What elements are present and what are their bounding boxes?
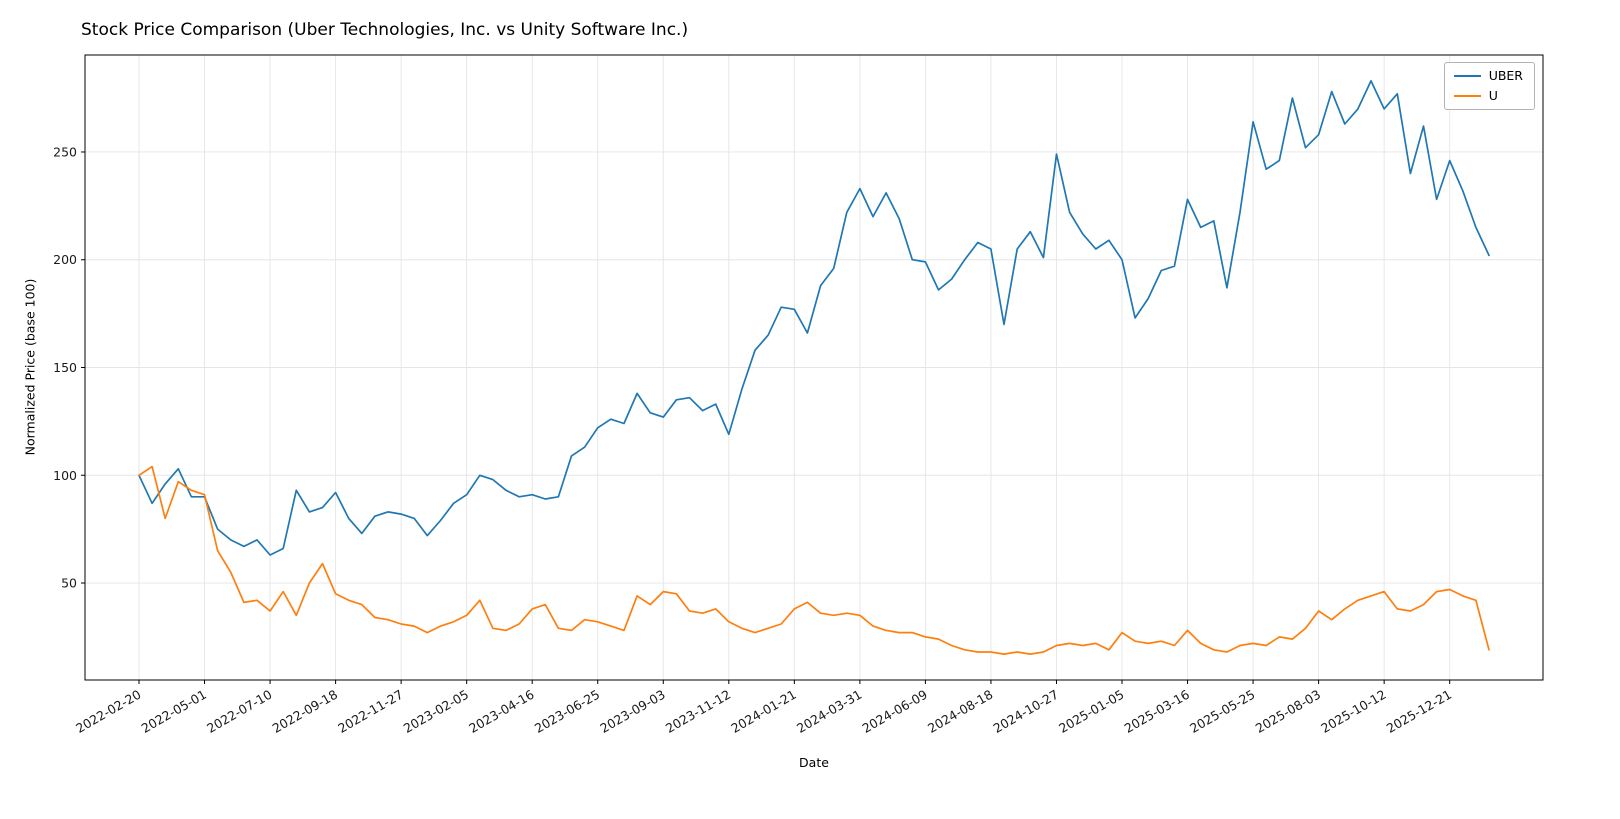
u-line-swatch: [1453, 94, 1481, 97]
x-tick-label: 2023-09-03: [597, 687, 667, 736]
x-tick-label: 2022-11-27: [335, 687, 405, 736]
legend-item-uber: UBER: [1453, 68, 1523, 83]
x-tick-label: 2023-04-16: [466, 687, 536, 736]
x-tick-label: 2025-10-12: [1318, 687, 1388, 736]
x-tick-label: 2023-06-25: [532, 687, 602, 736]
x-tick-label: 2024-08-18: [925, 687, 995, 736]
x-tick-label: 2025-08-03: [1253, 687, 1323, 736]
x-tick-label: 2025-03-16: [1122, 687, 1192, 736]
uber-series-line: [138, 80, 1490, 556]
x-tick-label: 2025-12-21: [1384, 687, 1454, 736]
y-tick-label: 250: [53, 144, 77, 159]
x-tick-label: 2023-02-05: [401, 687, 471, 736]
gridlines: [85, 55, 1543, 680]
x-tick-label: 2022-07-10: [204, 687, 274, 736]
x-tick-label: 2022-05-01: [139, 687, 209, 736]
x-tick-label: 2024-01-21: [728, 687, 798, 736]
y-tick-label: 200: [53, 252, 77, 267]
axis-ticks: [81, 151, 1451, 684]
uber-line-swatch: [1453, 75, 1481, 78]
x-tick-label: 2024-10-27: [991, 687, 1061, 736]
y-tick-label: 50: [61, 576, 77, 591]
x-axis-label: Date: [799, 755, 829, 770]
y-tick-label: 100: [53, 468, 77, 483]
legend-label-uber: UBER: [1488, 68, 1523, 83]
x-tick-label: 2025-01-05: [1056, 687, 1126, 736]
x-tick-label: 2022-09-18: [270, 687, 340, 736]
axis-tick-labels: 501001502002502022-02-202022-05-012022-0…: [53, 144, 1454, 735]
x-tick-label: 2023-11-12: [663, 687, 733, 736]
y-tick-label: 150: [53, 360, 77, 375]
x-tick-label: 2024-06-09: [859, 687, 929, 736]
x-tick-label: 2025-05-25: [1187, 687, 1257, 736]
x-tick-label: 2022-02-20: [73, 687, 143, 736]
legend-label-u: U: [1488, 87, 1498, 103]
legend-item-u: U: [1453, 87, 1523, 103]
u-series-line: [138, 465, 1490, 655]
legend: UBER U: [1443, 62, 1535, 110]
x-tick-label: 2024-03-31: [794, 687, 864, 736]
chart-title: Stock Price Comparison (Uber Technologie…: [81, 20, 689, 40]
